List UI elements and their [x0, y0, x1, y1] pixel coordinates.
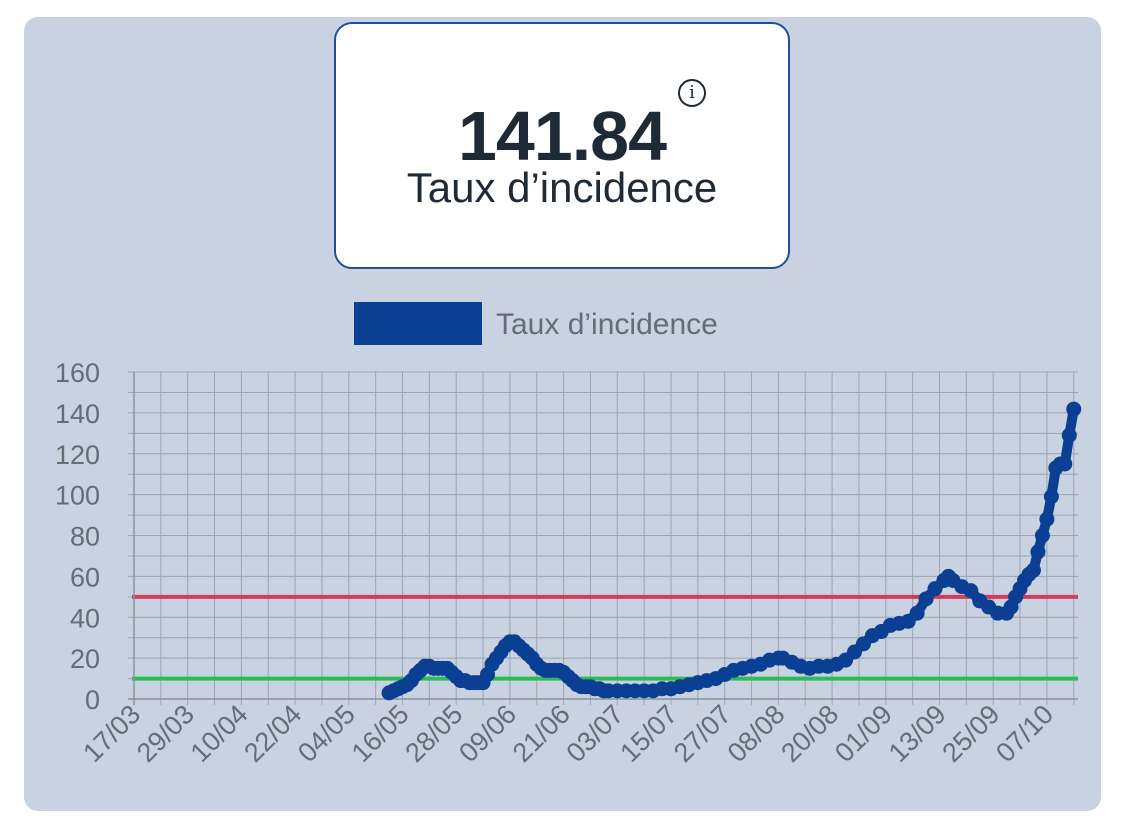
data-point [963, 583, 979, 599]
x-tick-label: 10/04 [185, 699, 254, 768]
data-point [1061, 427, 1077, 443]
data-point [1025, 562, 1041, 578]
legend-label: Taux d’incidence [496, 308, 718, 341]
y-tick-label: 160 [55, 358, 100, 388]
data-point [1066, 401, 1082, 417]
data-point [1030, 544, 1046, 560]
x-tick-label: 08/08 [722, 699, 791, 768]
data-point [1057, 456, 1073, 472]
data-point [918, 591, 934, 607]
x-tick-label: 01/09 [829, 699, 898, 768]
x-tick-label: 16/05 [346, 699, 415, 768]
x-tick-label: 28/05 [399, 699, 468, 768]
x-tick-label: 25/09 [936, 699, 1005, 768]
y-tick-label: 20 [70, 644, 100, 674]
data-point [1039, 511, 1055, 527]
y-tick-label: 40 [70, 603, 100, 633]
y-tick-label: 60 [70, 562, 100, 592]
series-line [384, 404, 1079, 698]
x-tick-label: 07/10 [990, 699, 1059, 768]
x-tick-label: 09/06 [453, 699, 522, 768]
x-tick-label: 22/04 [238, 699, 307, 768]
y-tick-label: 120 [55, 440, 100, 470]
y-tick-label: 100 [55, 481, 100, 511]
incidence-kpi-card: 141.84 i Taux d’incidence [334, 22, 790, 269]
x-tick-label: 21/06 [507, 699, 576, 768]
x-tick-label: 13/09 [883, 699, 952, 768]
kpi-value: 141.84 [457, 97, 667, 175]
x-tick-label: 29/03 [131, 699, 200, 768]
x-tick-label: 20/08 [775, 699, 844, 768]
y-tick-label: 140 [55, 399, 100, 429]
x-tick-label: 03/07 [561, 699, 630, 768]
y-tick-label: 0 [85, 685, 100, 715]
data-point [1034, 528, 1050, 543]
x-tick-label: 04/05 [292, 699, 361, 768]
legend-swatch [354, 302, 482, 345]
y-tick-label: 80 [70, 522, 100, 552]
data-point [1043, 489, 1059, 505]
x-tick-label: 15/07 [614, 699, 683, 768]
kpi-label: Taux d’incidence [406, 164, 718, 211]
data-point [909, 605, 925, 621]
info-icon[interactable]: i [678, 79, 706, 107]
x-tick-label: 27/07 [668, 699, 737, 768]
